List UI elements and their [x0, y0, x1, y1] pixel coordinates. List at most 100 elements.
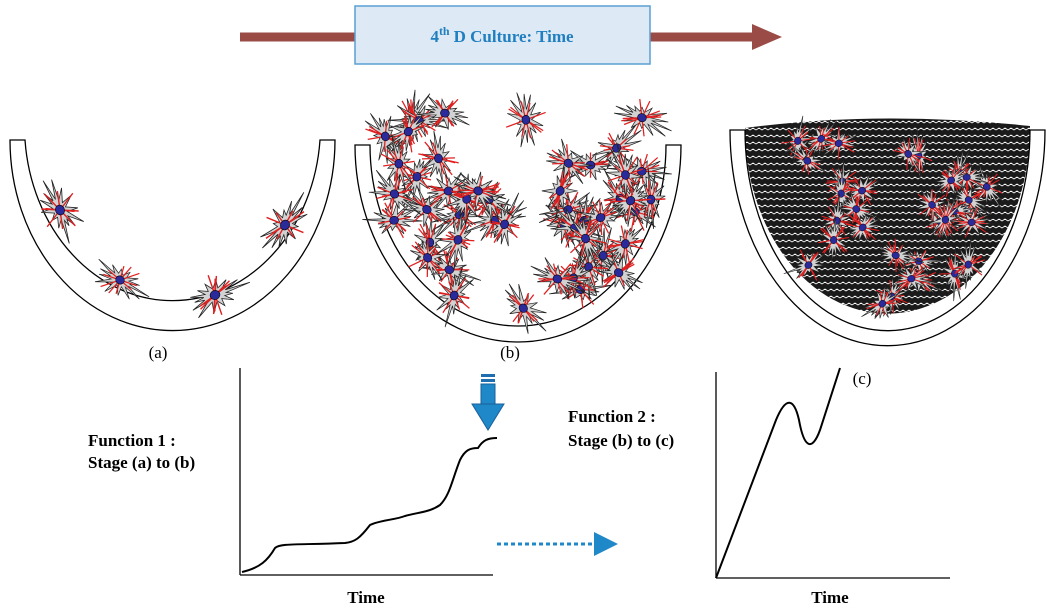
nucleus — [518, 303, 528, 313]
down-arrow — [471, 374, 505, 431]
nucleus — [449, 290, 459, 301]
stage-label: (a) — [149, 343, 168, 362]
nucleus — [964, 196, 973, 204]
cell-body — [605, 142, 644, 198]
nucleus — [403, 127, 413, 137]
nucleus — [941, 215, 950, 224]
nucleus — [389, 189, 400, 199]
cell — [886, 266, 936, 292]
cell — [418, 130, 459, 183]
cell — [368, 170, 422, 216]
stage-label: (c) — [853, 369, 872, 388]
cell — [415, 95, 470, 130]
nucleus — [555, 186, 565, 196]
nucleus — [440, 108, 450, 118]
graph-1 — [239, 368, 498, 576]
nucleus — [967, 218, 976, 226]
function-stages: Stage (b) to (c) — [568, 431, 674, 450]
nucleus — [837, 189, 845, 198]
nucleus — [804, 261, 813, 269]
banner-title: 4th D Culture: Time — [430, 24, 574, 46]
nucleus — [928, 201, 936, 209]
cell — [380, 134, 417, 191]
cell — [260, 192, 308, 249]
cell — [949, 181, 990, 221]
cell — [362, 201, 423, 239]
nucleus — [280, 219, 290, 231]
cell — [801, 119, 839, 161]
graph-2 — [715, 367, 950, 579]
cell — [929, 193, 962, 241]
cell — [610, 180, 652, 227]
cell — [837, 191, 880, 225]
cell — [944, 207, 995, 238]
banner-box — [354, 5, 651, 65]
cell — [861, 284, 901, 319]
nucleus — [521, 115, 531, 125]
nucleus — [473, 186, 483, 196]
nucleus — [852, 205, 861, 213]
banner-lead: 4 — [430, 27, 439, 46]
nucleus — [434, 153, 443, 164]
nucleus — [947, 176, 955, 185]
cell — [436, 208, 475, 271]
nucleus — [878, 299, 887, 308]
cell — [876, 238, 925, 273]
nucleus — [453, 235, 463, 245]
nucleus — [209, 290, 221, 300]
function-name: Function 1 : — [88, 431, 176, 450]
cell — [541, 164, 578, 220]
cell — [39, 179, 84, 244]
nucleus — [907, 275, 916, 283]
cell — [408, 237, 447, 281]
nucleus — [830, 236, 838, 245]
cell — [783, 249, 827, 281]
cell — [597, 251, 643, 292]
nucleus — [394, 158, 404, 169]
nucleus — [621, 170, 630, 180]
cell — [818, 215, 849, 263]
function-name: Function 2 : — [568, 407, 656, 426]
cell — [935, 160, 972, 198]
nucleus — [581, 233, 590, 244]
nucleus — [964, 260, 972, 269]
cell-body — [190, 278, 251, 319]
cell-body — [400, 158, 433, 207]
nucleus — [858, 186, 866, 195]
cell — [605, 142, 644, 198]
nucleus — [834, 139, 843, 147]
nucleus — [858, 223, 867, 232]
nucleus — [620, 239, 630, 249]
cell — [400, 158, 433, 207]
nucleus — [626, 196, 636, 206]
stage-label: (b) — [500, 343, 520, 362]
cell — [784, 141, 830, 175]
cell — [577, 200, 626, 237]
x-label: Time — [811, 588, 849, 607]
nucleus — [891, 251, 900, 260]
nucleus — [500, 219, 509, 230]
banner-superscript: th — [439, 24, 450, 38]
nucleus — [412, 171, 422, 182]
bowl-c — [729, 129, 1046, 347]
nucleus — [614, 268, 624, 278]
cell — [436, 266, 474, 328]
nucleus — [563, 158, 574, 168]
function-stages: Stage (a) to (b) — [88, 453, 195, 472]
nucleus — [389, 215, 399, 225]
cell — [845, 212, 882, 242]
cell — [614, 99, 672, 137]
cell — [816, 126, 859, 160]
nucleus — [444, 265, 455, 275]
cell — [951, 236, 986, 289]
nucleus — [817, 135, 825, 143]
nucleus — [595, 213, 606, 222]
x-label: Time — [347, 588, 385, 607]
cell — [893, 136, 924, 177]
nucleus — [380, 131, 390, 142]
nucleus — [794, 136, 802, 145]
cell — [605, 225, 644, 272]
bowl-a — [9, 139, 336, 332]
cell — [546, 138, 594, 184]
